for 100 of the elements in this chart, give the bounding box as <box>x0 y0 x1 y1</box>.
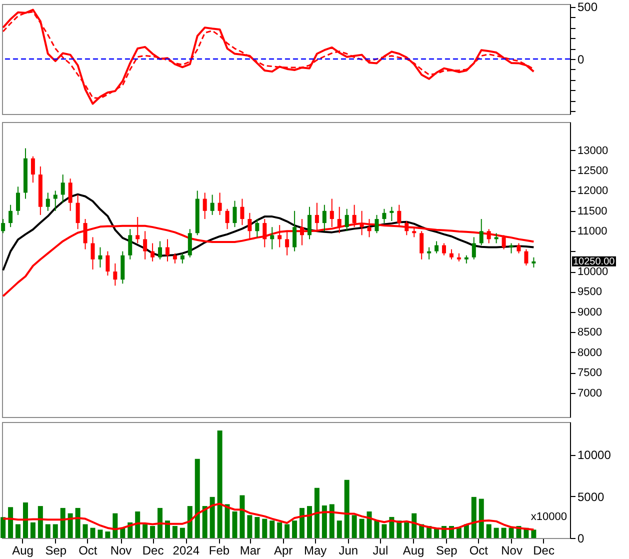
candlestick <box>344 208 349 232</box>
candlestick <box>202 192 207 220</box>
candlestick <box>106 250 110 276</box>
x-tick-label: Aug <box>12 544 34 558</box>
y-tick-label: 13000 <box>578 144 608 157</box>
bar <box>75 508 80 538</box>
candlestick <box>255 218 260 238</box>
bar <box>329 504 334 538</box>
bar <box>142 524 148 538</box>
bar <box>68 513 73 538</box>
y-tick-label: 10000 <box>578 448 612 462</box>
x-tick-label: Oct <box>469 544 489 558</box>
bar <box>232 511 238 538</box>
x-tick-label: Sep <box>436 544 458 558</box>
bar <box>135 511 140 538</box>
bar <box>501 528 506 538</box>
y-tick-label: 12000 <box>578 185 608 198</box>
bar <box>38 506 43 538</box>
bar <box>30 522 36 538</box>
bar <box>277 522 282 538</box>
bar <box>22 502 28 538</box>
candlestick <box>532 256 536 268</box>
candlestick <box>486 228 491 244</box>
text: 10250.00 <box>573 256 616 268</box>
candlestick <box>509 242 514 254</box>
candlestick <box>270 226 274 250</box>
candlestick <box>53 190 58 212</box>
x-tick-label: Jun <box>338 544 358 558</box>
bar <box>82 524 88 538</box>
candlestick <box>322 204 326 232</box>
bar <box>180 528 185 538</box>
bar <box>359 518 364 538</box>
candlestick <box>210 194 214 216</box>
bar <box>344 480 350 538</box>
bar <box>217 430 222 538</box>
y-tick-label: 9500 <box>578 286 602 298</box>
x-tick-label: Apr <box>274 544 293 558</box>
y-tick-label: 0 <box>578 52 584 66</box>
bar <box>105 531 110 538</box>
bar <box>382 524 387 538</box>
bar <box>150 526 156 538</box>
y-tick-label: 8000 <box>578 346 602 359</box>
y-tick-label: 10000 <box>578 266 608 278</box>
x-tick-label: Dec <box>533 544 554 558</box>
candlestick <box>420 230 424 260</box>
candlestick <box>90 236 95 270</box>
bar <box>0 517 6 538</box>
bar <box>45 524 50 538</box>
bar <box>306 506 312 538</box>
candlestick <box>502 234 506 250</box>
bar <box>494 528 499 538</box>
candlestick <box>1 218 6 234</box>
bar <box>224 504 230 538</box>
candlestick <box>68 178 72 212</box>
bar <box>336 520 342 538</box>
candlestick <box>285 230 290 256</box>
bar <box>322 505 327 538</box>
bar <box>210 496 215 538</box>
candlestick <box>494 232 498 244</box>
x-tick-label: Mar <box>240 544 261 558</box>
candlestick <box>479 218 484 246</box>
y-tick-label: 9000 <box>578 306 602 318</box>
bar <box>240 495 245 538</box>
y-tick-label: 7000 <box>578 387 602 400</box>
candlestick <box>449 248 454 260</box>
candlestick <box>150 242 155 262</box>
candlestick <box>225 208 230 230</box>
bar <box>478 498 484 538</box>
bar <box>531 530 536 538</box>
bar <box>158 508 163 538</box>
bar <box>456 528 462 538</box>
bar <box>374 520 380 538</box>
bar <box>508 528 514 538</box>
y-tick-label: 0 <box>578 532 584 546</box>
candlestick <box>442 242 446 256</box>
bar <box>270 520 275 538</box>
candlestick <box>158 240 162 260</box>
candlestick <box>76 194 80 230</box>
bar <box>8 507 14 538</box>
candlestick <box>292 210 297 252</box>
candlestick <box>516 242 521 254</box>
candlestick <box>172 252 177 264</box>
bar <box>202 506 208 538</box>
candlestick <box>382 208 386 224</box>
bar <box>52 524 58 538</box>
y-tick-label: 12500 <box>578 164 608 177</box>
candlestick <box>30 156 35 184</box>
candlestick <box>128 228 132 260</box>
bar <box>366 511 372 538</box>
x-tick-label: Feb <box>208 544 230 558</box>
x-tick-label: Sep <box>45 544 67 558</box>
bar <box>112 513 118 538</box>
bar <box>98 530 103 538</box>
x-tick-label: 2024 <box>172 544 200 558</box>
bar <box>90 528 96 538</box>
x-tick-label: Nov <box>110 544 132 558</box>
candlestick <box>374 214 379 234</box>
candlestick <box>524 248 528 266</box>
x-tick-label: Aug <box>402 544 424 558</box>
y-tick-label: 11000 <box>578 226 608 238</box>
